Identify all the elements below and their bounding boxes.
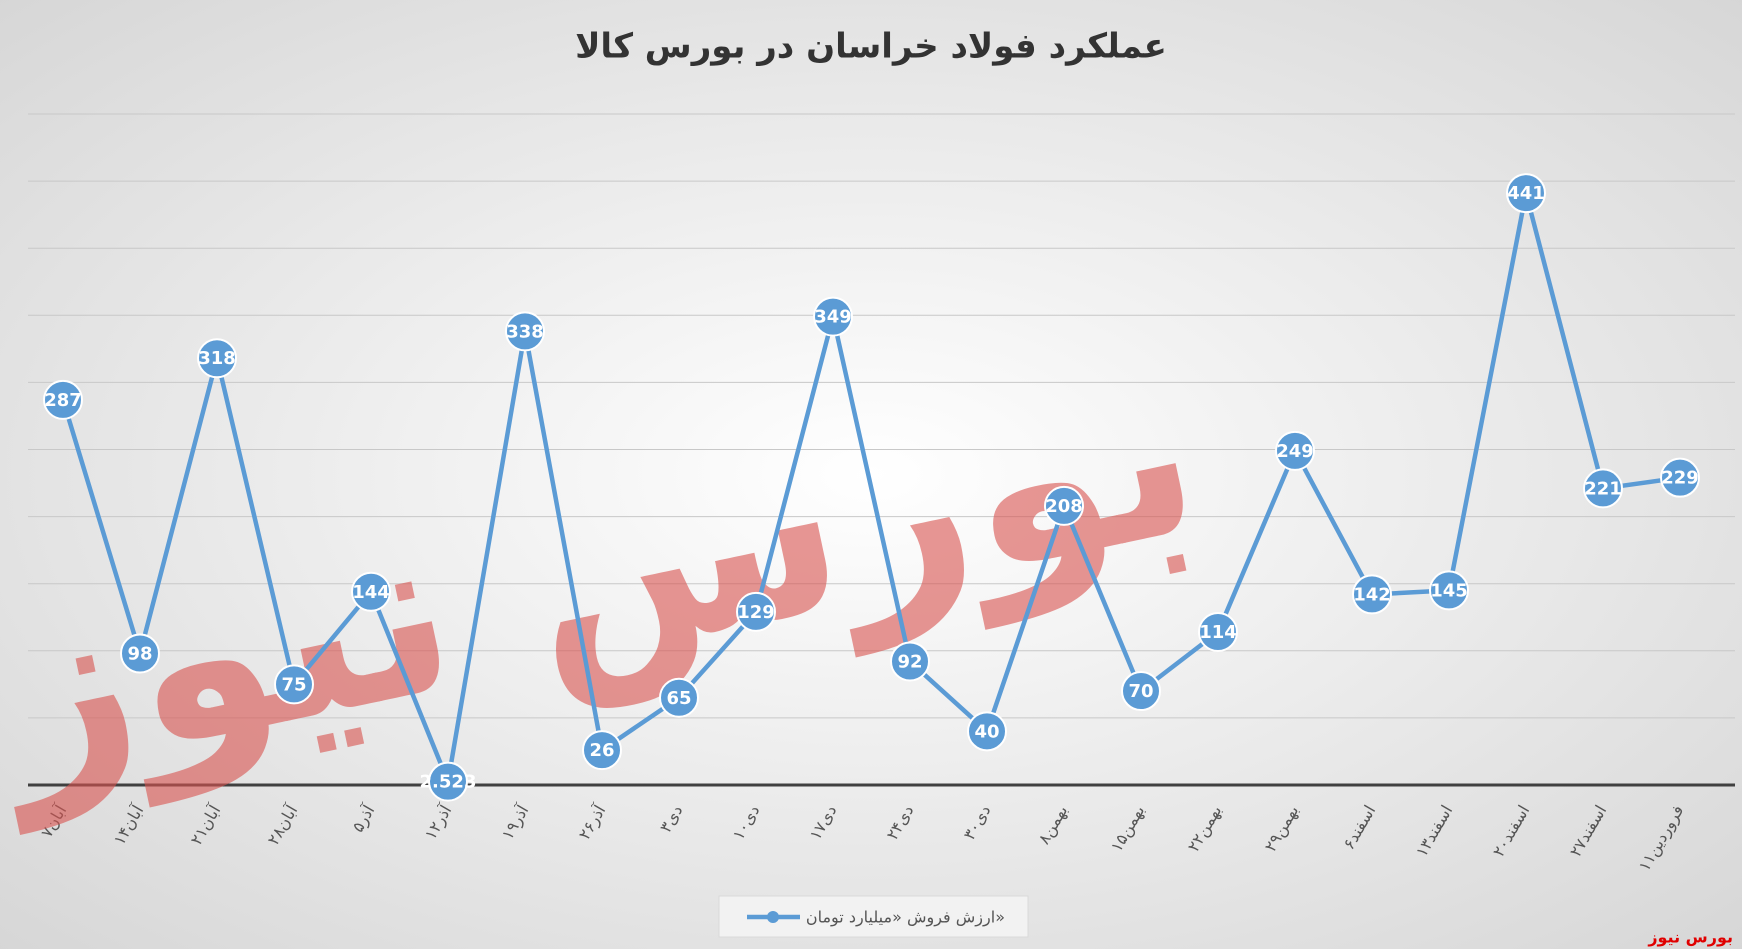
data-point xyxy=(274,664,314,705)
data-label: 338 xyxy=(506,321,544,342)
data-label: 142 xyxy=(1353,584,1391,605)
data-label: 221 xyxy=(1584,478,1622,499)
data-point xyxy=(1275,430,1315,471)
data-label: 26 xyxy=(589,740,614,761)
data-point xyxy=(1429,570,1469,611)
data-label: 229 xyxy=(1661,468,1699,489)
data-point xyxy=(1121,671,1161,712)
data-point xyxy=(351,571,391,612)
legend-label: ارزش فروش «میلیارد تومان» xyxy=(806,908,1005,928)
source: بورس نیوز xyxy=(1647,928,1733,947)
data-point xyxy=(120,633,160,674)
legend-items: ارزش فروش «میلیارد تومان» xyxy=(747,908,1005,928)
data-label: 249 xyxy=(1276,441,1314,462)
data-point xyxy=(967,711,1007,752)
data-point xyxy=(813,296,853,337)
data-label: 349 xyxy=(814,307,852,328)
series-line xyxy=(60,190,1681,784)
data-point xyxy=(505,311,545,352)
data-label: 70 xyxy=(1128,681,1153,702)
data-label: 144 xyxy=(352,582,390,603)
data-point xyxy=(582,730,622,771)
chart-title: عملکرد فولاد خراسان در بورس کالا xyxy=(575,27,1167,67)
data-point xyxy=(1660,457,1700,498)
data-label: 287 xyxy=(44,390,82,411)
data-label: 65 xyxy=(666,688,691,709)
data-label: 92 xyxy=(897,652,922,673)
data-point xyxy=(1352,574,1392,615)
data-point xyxy=(1044,485,1084,526)
data-point xyxy=(1198,612,1238,653)
data-label: 145 xyxy=(1430,580,1468,601)
data-point xyxy=(1506,173,1546,214)
data-point xyxy=(197,338,237,379)
data-point xyxy=(890,641,930,682)
data-label: 129 xyxy=(737,602,775,623)
legend xyxy=(718,895,1029,938)
data-point xyxy=(428,761,468,802)
data-label: 75 xyxy=(281,674,306,695)
data-label: 98 xyxy=(127,643,152,664)
data-point xyxy=(659,677,699,718)
plot: 287 98 318 75 144 2.523 338 26 65 129 349 92 40 208 70… xyxy=(43,173,1700,802)
data-label: 208 xyxy=(1045,496,1083,517)
data-label: 318 xyxy=(198,348,236,369)
data-point xyxy=(43,379,83,420)
data-point xyxy=(1583,468,1623,509)
data-label: 441 xyxy=(1507,183,1545,204)
legend-marker xyxy=(767,911,779,923)
data-point xyxy=(736,591,776,632)
data-label: 114 xyxy=(1199,622,1237,643)
data-label: 40 xyxy=(974,721,999,742)
data-label: 2.523 xyxy=(420,772,477,793)
